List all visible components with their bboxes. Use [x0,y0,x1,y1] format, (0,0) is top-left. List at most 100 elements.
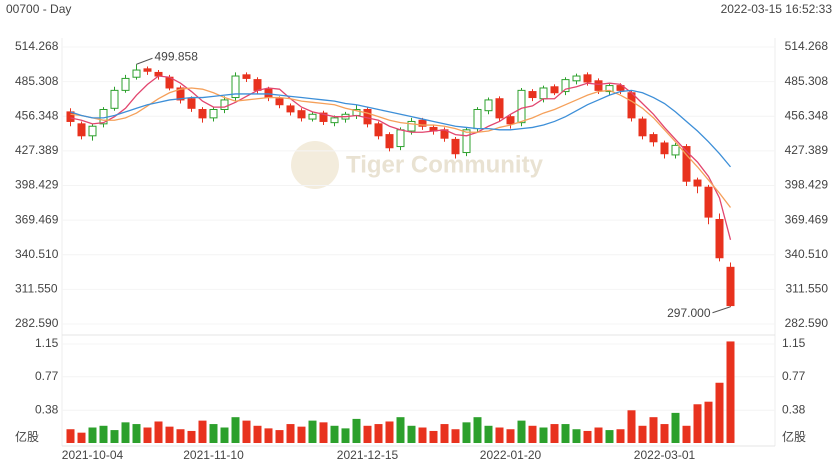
watermark-logo [291,141,339,189]
candle-body [638,118,647,137]
y-tick-label: 398.429 [785,178,829,192]
volume-bar [451,429,460,443]
volume-bar [583,430,592,443]
candle-body [671,144,680,156]
y-tick-label: 485.308 [785,74,829,88]
volume-bar [308,420,317,443]
volume-bar [638,425,647,443]
moving-average-line [70,75,732,240]
volume-bar [132,424,141,443]
volume-bar [385,421,394,443]
y-tick-label: 282.590 [785,316,829,330]
candle-body [319,112,328,122]
candle-body [374,123,383,137]
volume-unit: 亿股 [15,429,39,444]
candle-body [682,146,691,182]
volume-bar [77,432,86,443]
candle-body [110,89,119,109]
candle-body [495,98,504,119]
annotation-leader [712,306,731,314]
volume-tick-label: 1.15 [35,336,59,350]
volume-bar [429,430,438,443]
moving-average-line [70,89,731,168]
candle-body [121,77,130,91]
candle-body [550,86,559,94]
candle-body [605,85,614,93]
volume-tick-label: 0.77 [782,369,806,383]
x-tick-label: 2022-01-20 [480,448,542,462]
volume-bar [517,420,526,443]
volume-bar [297,426,306,443]
volume-tick-label: 0.38 [782,402,806,416]
volume-bar [605,430,614,443]
y-tick-label: 427.389 [15,143,59,157]
candle-body [88,125,97,137]
volume-bar [462,422,471,443]
volume-bar [495,427,504,443]
volume-bar [231,417,240,443]
volume-bar [286,424,295,443]
candle-body [561,79,570,93]
candle-body [660,142,669,155]
y-tick-label: 514.268 [15,39,59,53]
candle-body [649,134,658,143]
volume-tick-label: 0.38 [35,402,59,416]
candle-body [726,266,735,307]
volume-bar [539,427,548,443]
volume-bar [682,425,691,443]
candle-body [627,92,636,119]
x-tick-label: 2021-12-15 [337,448,399,462]
volume-bar [253,425,262,443]
candle-body [693,179,702,187]
y-tick-label: 311.550 [786,282,829,296]
candle-body [407,120,416,132]
candle-body [385,134,394,149]
y-tick-label: 369.469 [15,212,59,226]
candle-body [77,123,86,137]
volume-bar [209,424,218,443]
volume-bar [726,341,735,443]
y-tick-label: 311.550 [15,282,58,296]
candle-body [209,108,218,119]
volume-bar [66,429,75,443]
candle-body [594,80,603,91]
candle-body [616,85,625,91]
y-tick-label: 456.348 [785,108,829,122]
volume-bar [330,425,339,443]
candle-body [132,69,141,78]
volume-bar [473,417,482,443]
volume-bar [484,425,493,443]
volume-bar [407,425,416,443]
volume-bar [121,422,130,443]
candle-body [286,105,295,113]
moving-average-line [70,87,732,208]
candle-body [275,98,284,106]
volume-bar [187,430,196,443]
volume-bar [275,430,284,443]
candle-body [143,68,152,72]
annotation-leader [136,57,153,65]
volume-bar [220,427,229,443]
candle-body [572,75,581,82]
volume-bar [165,426,174,443]
y-tick-label: 427.389 [785,143,829,157]
volume-tick-label: 0.77 [35,369,59,383]
candle-body [308,113,317,120]
candle-body [473,108,482,130]
x-tick-label: 2022-03-01 [634,448,696,462]
volume-bar [341,428,350,443]
candle-body [484,99,493,112]
y-tick-label: 456.348 [15,108,59,122]
volume-bar [319,422,328,443]
y-tick-label: 369.469 [785,212,829,226]
watermark: Tiger Community [346,151,544,178]
volume-bar [440,424,449,443]
candle-body [253,79,262,91]
candle-body [517,89,526,124]
volume-bar [88,427,97,443]
candle-body [187,98,196,109]
volume-bar [242,420,251,443]
volume-bar [704,401,713,443]
volume-bar [143,427,152,443]
